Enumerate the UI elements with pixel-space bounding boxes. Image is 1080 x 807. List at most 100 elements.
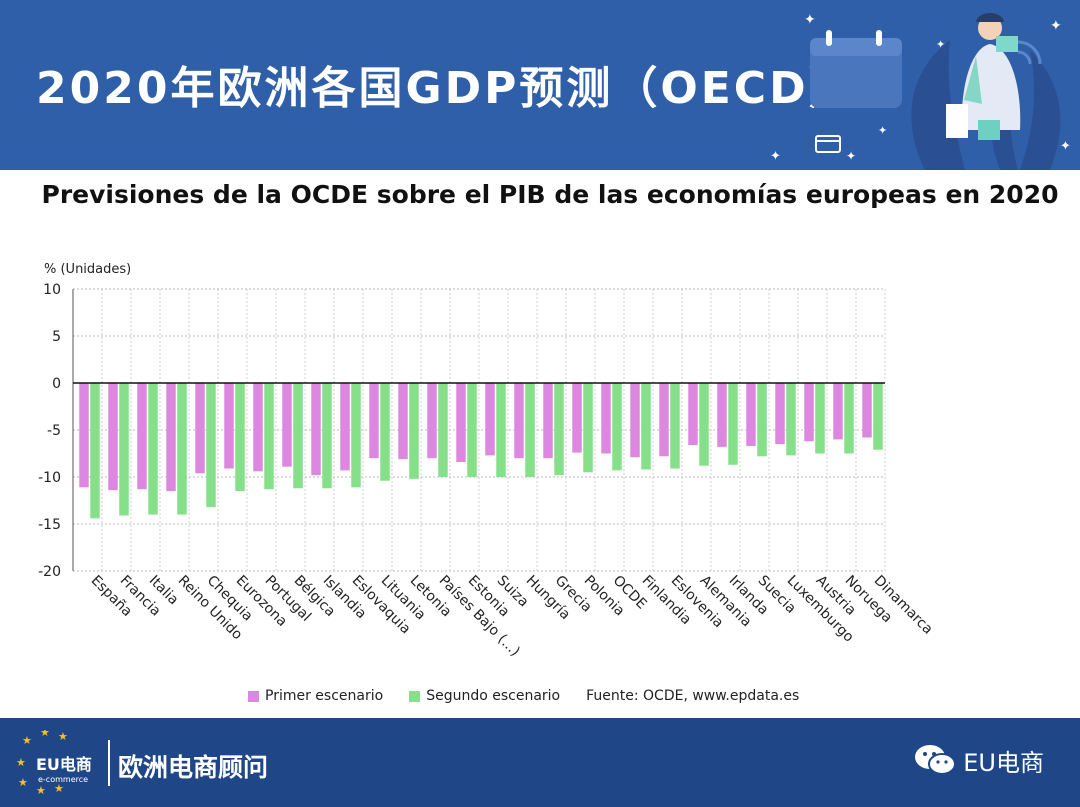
svg-text:★: ★ <box>18 776 28 789</box>
footer-divider <box>108 740 110 786</box>
sparkle-decoration: ✦ ✦ ✦ ✦ ✦ ✦ ✦ <box>770 12 1071 164</box>
legend-label-primer: Primer escenario <box>265 688 384 704</box>
bar-primer-4 <box>195 383 205 474</box>
legend-swatch-segundo <box>409 690 421 702</box>
bar-segundo-7 <box>293 383 303 489</box>
bar-segundo-5 <box>235 383 245 492</box>
bar-primer-10 <box>369 383 379 459</box>
bar-primer-5 <box>224 383 234 469</box>
bar-segundo-21 <box>699 383 709 466</box>
bar-segundo-17 <box>583 383 593 473</box>
svg-text:★: ★ <box>54 782 64 795</box>
svg-text:✦: ✦ <box>1060 139 1071 154</box>
wechat-icon <box>915 745 957 775</box>
y-tick-label: 0 <box>52 376 61 392</box>
bar-segundo-14 <box>496 383 506 477</box>
bar-primer-17 <box>572 383 582 453</box>
credit-card-icon <box>815 135 841 153</box>
person-illustration <box>946 13 1021 140</box>
svg-text:✦: ✦ <box>1050 18 1062 34</box>
bar-primer-0 <box>79 383 89 488</box>
svg-text:✦: ✦ <box>804 12 816 28</box>
wifi-icon <box>1017 40 1042 65</box>
bar-segundo-2 <box>148 383 158 515</box>
legend-label-segundo: Segundo escenario <box>426 688 561 704</box>
bar-primer-24 <box>775 383 785 445</box>
svg-text:★: ★ <box>40 730 50 739</box>
bar-segundo-6 <box>264 383 274 490</box>
svg-text:★: ★ <box>36 784 46 796</box>
bar-primer-12 <box>427 383 437 459</box>
svg-text:✦: ✦ <box>878 124 887 137</box>
footer-banner: ★ ★ ★ ★ ★ ★ ★ EU电商 e-commerce 欧洲电商顾问 EU电商 <box>0 718 1080 807</box>
bar-segundo-15 <box>525 383 535 477</box>
chart-title: Previsiones de la OCDE sobre el PIB de l… <box>41 180 1059 209</box>
bar-segundo-10 <box>380 383 390 481</box>
calendar-icon <box>810 30 902 108</box>
y-tick-label: 10 <box>43 282 61 298</box>
bar-primer-7 <box>282 383 292 467</box>
bar-primer-19 <box>630 383 640 458</box>
bar-segundo-1 <box>119 383 129 516</box>
wechat-label: EU电商 <box>963 748 1044 777</box>
bar-segundo-24 <box>786 383 796 456</box>
bar-primer-25 <box>804 383 814 442</box>
y-axis-label: % (Unidades) <box>44 262 132 277</box>
bar-segundo-13 <box>467 383 477 477</box>
legend-item-segundo: Segundo escenario <box>409 688 560 704</box>
svg-text:EU电商: EU电商 <box>36 755 92 774</box>
y-tick-label: -10 <box>38 470 61 486</box>
bar-segundo-0 <box>90 383 100 519</box>
svg-text:e-commerce: e-commerce <box>38 775 88 784</box>
bar-segundo-19 <box>641 383 651 470</box>
bar-primer-14 <box>485 383 495 456</box>
header-banner: 2020年欧洲各国GDP预测（OECD） ✦ ✦ <box>0 0 1080 170</box>
bar-segundo-26 <box>844 383 854 454</box>
bar-primer-18 <box>601 383 611 454</box>
bar-segundo-18 <box>612 383 622 471</box>
svg-text:★: ★ <box>58 730 68 743</box>
svg-text:✦: ✦ <box>936 38 945 51</box>
y-tick-label: -20 <box>38 564 61 580</box>
bar-primer-2 <box>137 383 147 490</box>
chart-source: Fuente: OCDE, www.epdata.es <box>586 688 799 704</box>
source-label: Fuente: OCDE, www.epdata.es <box>586 688 800 704</box>
bar-segundo-11 <box>409 383 419 479</box>
eu-ecommerce-logo: ★ ★ ★ ★ ★ ★ ★ EU电商 e-commerce <box>16 730 92 796</box>
bar-segundo-9 <box>351 383 361 488</box>
bar-primer-1 <box>108 383 118 491</box>
bar-primer-9 <box>340 383 350 471</box>
bar-primer-23 <box>746 383 756 446</box>
bar-segundo-3 <box>177 383 187 515</box>
bar-segundo-25 <box>815 383 825 454</box>
bar-segundo-22 <box>728 383 738 465</box>
bar-primer-22 <box>717 383 727 447</box>
svg-text:✦: ✦ <box>770 149 781 164</box>
bar-primer-11 <box>398 383 408 460</box>
y-tick-label: -15 <box>38 517 61 533</box>
footer-brand: 欧洲电商顾问 <box>118 753 269 782</box>
svg-text:✦: ✦ <box>846 149 856 163</box>
bar-primer-15 <box>514 383 524 459</box>
bar-primer-3 <box>166 383 176 492</box>
bar-primer-8 <box>311 383 321 476</box>
bar-segundo-20 <box>670 383 680 469</box>
svg-text:★: ★ <box>22 734 32 747</box>
legend-swatch-primer <box>248 690 259 702</box>
bar-segundo-23 <box>757 383 767 457</box>
bar-chart: 1050-5-10-15-20EspañaFranciaItaliaReino … <box>38 282 936 660</box>
bar-segundo-27 <box>873 383 883 450</box>
bar-primer-20 <box>659 383 669 457</box>
chart-legend: Primer escenario Segundo escenario Fuent… <box>248 686 825 706</box>
bar-segundo-12 <box>438 383 448 477</box>
bar-segundo-4 <box>206 383 216 508</box>
wechat-account: EU电商 <box>913 742 1044 778</box>
y-tick-label: -5 <box>47 423 61 439</box>
bar-primer-13 <box>456 383 466 462</box>
bar-primer-6 <box>253 383 263 472</box>
bar-primer-27 <box>862 383 872 438</box>
bar-primer-16 <box>543 383 553 459</box>
bar-segundo-8 <box>322 383 332 489</box>
svg-text:★: ★ <box>16 756 26 769</box>
y-tick-label: 5 <box>52 329 61 345</box>
